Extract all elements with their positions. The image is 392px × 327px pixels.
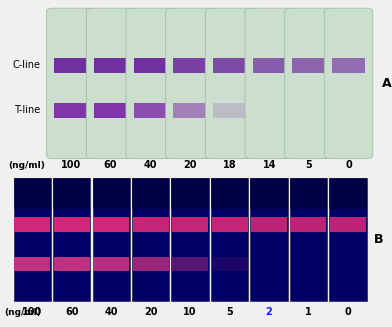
Bar [134,103,167,118]
Bar [54,58,87,73]
Bar [15,257,50,271]
Text: B: B [374,233,383,246]
Text: T-line: T-line [14,106,40,115]
Bar [54,103,87,118]
Text: 60: 60 [104,160,117,170]
FancyBboxPatch shape [126,8,174,159]
Bar [172,217,208,232]
FancyBboxPatch shape [205,8,254,159]
FancyBboxPatch shape [245,8,294,159]
Text: 20: 20 [183,160,197,170]
Bar [290,217,327,232]
Bar [15,217,50,232]
Bar [132,178,169,209]
Bar [172,257,208,271]
Bar [330,217,366,232]
Text: (ng/ml): (ng/ml) [8,161,45,170]
Text: 100: 100 [22,307,42,317]
Bar [213,103,246,118]
Bar [212,257,247,271]
Bar [250,178,288,209]
Text: 5: 5 [226,307,233,317]
FancyBboxPatch shape [166,8,214,159]
Text: 40: 40 [105,307,118,317]
Bar [211,178,248,301]
Text: 5: 5 [305,160,312,170]
Bar [54,257,90,271]
Text: 18: 18 [223,160,236,170]
Bar [134,58,167,73]
Bar [290,178,327,209]
Text: 10: 10 [183,307,197,317]
Bar [332,58,365,73]
Bar [251,217,287,232]
Bar [173,58,207,73]
Text: C-line: C-line [13,60,40,70]
Bar [14,178,51,209]
Bar [93,217,129,232]
Bar [252,58,286,73]
Text: 14: 14 [263,160,276,170]
Text: 2: 2 [266,307,272,317]
Bar [173,103,207,118]
Bar [329,178,367,209]
FancyBboxPatch shape [285,8,333,159]
Bar [171,178,209,301]
Bar [292,58,326,73]
Bar [133,257,169,271]
Text: 60: 60 [65,307,78,317]
Bar [54,217,90,232]
Bar [211,178,248,209]
Text: 1: 1 [305,307,312,317]
Bar [329,178,367,301]
Bar [213,58,246,73]
Bar [94,58,127,73]
Bar [14,178,51,301]
Bar [93,257,129,271]
Text: (ng/ml): (ng/ml) [4,308,41,317]
Text: 0: 0 [345,307,351,317]
FancyBboxPatch shape [86,8,135,159]
Text: A: A [382,77,392,90]
Text: 100: 100 [61,160,81,170]
Bar [250,178,288,301]
Bar [171,178,209,209]
FancyBboxPatch shape [324,8,373,159]
Bar [93,178,130,301]
Bar [132,178,169,301]
FancyBboxPatch shape [47,8,95,159]
Bar [93,178,130,209]
Bar [53,178,91,301]
Bar [212,217,247,232]
Text: 20: 20 [144,307,158,317]
Bar [290,178,327,301]
Bar [94,103,127,118]
Text: 40: 40 [143,160,157,170]
Bar [53,178,91,209]
Text: 0: 0 [345,160,352,170]
Bar [133,217,169,232]
